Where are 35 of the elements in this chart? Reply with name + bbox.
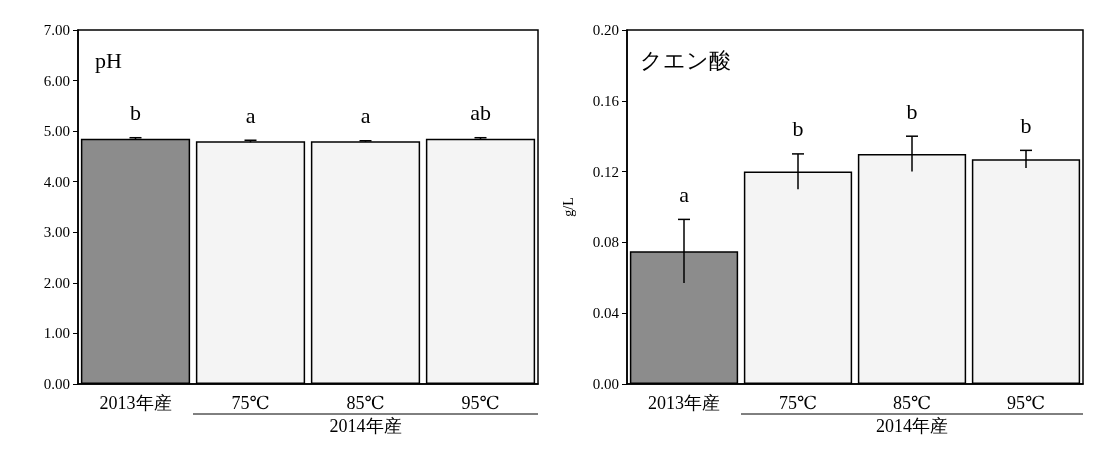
x-tick-label: 75℃ <box>231 393 270 413</box>
annotation: b <box>1020 112 1032 138</box>
y-tick-label: 0.04 <box>592 305 620 322</box>
y-tick-label: 0.20 <box>592 22 619 38</box>
y-tick-label: 5.00 <box>43 123 70 140</box>
x-tick-label: 2013年産 <box>99 393 172 413</box>
annotation: a <box>360 103 371 129</box>
x-tick-label: 75℃ <box>778 393 818 413</box>
text: クエン酸 <box>640 47 731 73</box>
x-tick-label: 95℃ <box>1006 393 1046 413</box>
x-tick-label: 95℃ <box>461 393 500 413</box>
annotation: b <box>792 116 804 142</box>
text: 2014年産 <box>876 416 948 436</box>
text: pH <box>95 47 122 73</box>
annotation: ab <box>470 100 491 126</box>
y-tick-label: 3.00 <box>43 224 70 241</box>
y-axis-title: g/L <box>560 197 576 217</box>
y-tick-label: 6.00 <box>43 72 70 89</box>
annotation: a <box>245 102 256 128</box>
x-tick-label: 85℃ <box>892 393 932 413</box>
y-tick-label: 7.00 <box>43 22 70 38</box>
annotation: b <box>906 98 918 124</box>
y-tick-label: 1.00 <box>43 325 70 342</box>
y-tick-label: 0.08 <box>592 234 619 251</box>
x-tick-label: 85℃ <box>346 393 385 413</box>
y-tick-label: 0.00 <box>592 376 619 392</box>
y-tick-label: 0.00 <box>43 376 70 392</box>
y-tick-label: 2.00 <box>43 274 70 291</box>
y-tick-label: 4.00 <box>43 173 70 190</box>
x-tick-label: 2013年産 <box>648 393 720 413</box>
annotation: a <box>679 181 690 207</box>
annotation: b <box>130 100 141 126</box>
y-tick-label: 0.12 <box>592 163 619 180</box>
y-tick-label: 0.16 <box>592 92 620 109</box>
text: 2014年産 <box>329 416 402 436</box>
